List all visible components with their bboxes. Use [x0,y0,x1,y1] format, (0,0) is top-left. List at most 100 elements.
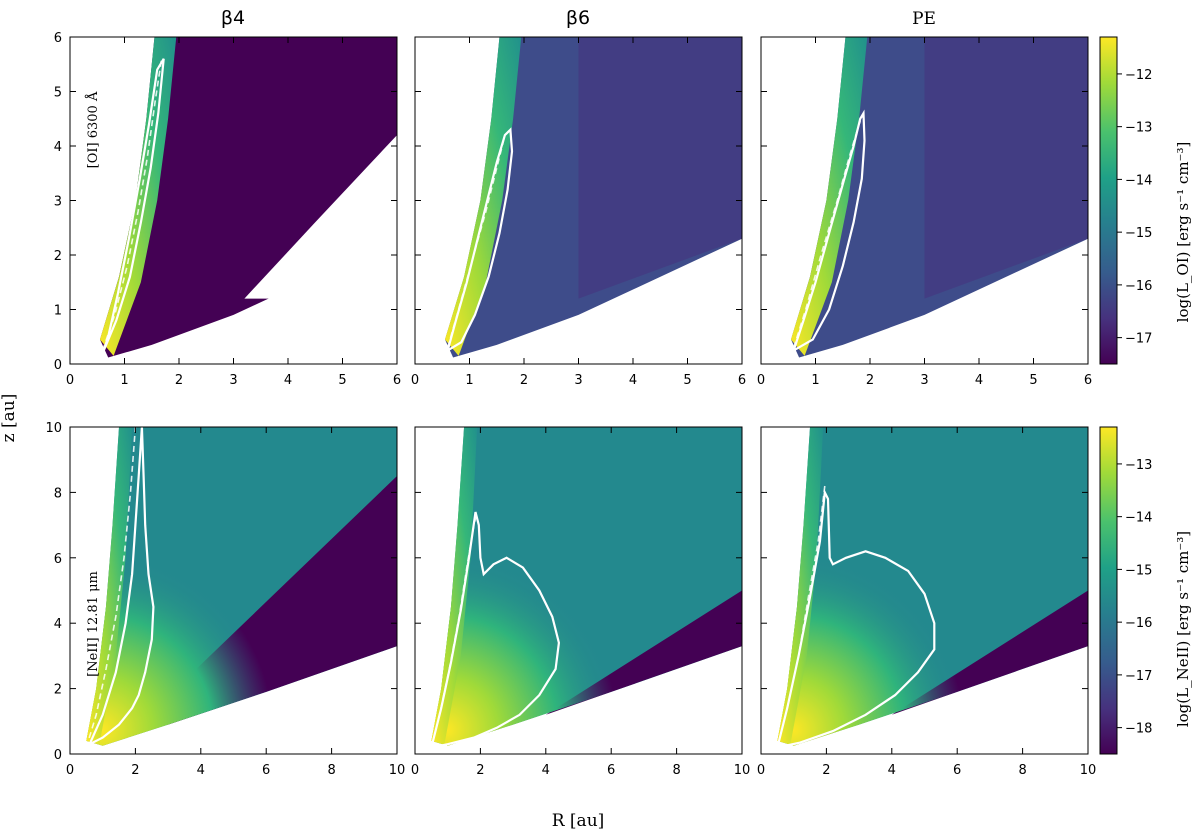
x-tick-label: 4 [542,763,550,778]
x-tick-label: 0 [411,763,419,778]
y-tick-label: 4 [54,140,62,155]
panel-1-0: 0 2 4 6 8 10 0 2 4 6 8 10 [45,421,405,778]
empty-region [244,135,397,299]
bright-band [790,37,868,356]
panel-0-1: 0 1 2 3 4 5 6 [411,36,746,388]
x-tick-label: 0 [411,373,419,388]
x-tick-label: 3 [229,373,237,388]
column-title-2: PE [912,9,936,29]
colorbar-tick-label: −18 [1125,722,1152,737]
panel-frame [414,426,743,755]
colorbar-tick-label: −14 [1125,511,1152,526]
panel-frame [760,426,1089,755]
core-glow [777,427,1088,746]
colorbar-tick-label: −15 [1125,563,1152,578]
y-tick-label: 6 [54,552,62,567]
x-tick-label: 6 [607,763,615,778]
x-tick-label: 0 [66,763,74,778]
y-tick-label: 6 [54,31,62,46]
colorbar-label-0: log(L_OI) [erg s⁻¹ cm⁻³] [1174,142,1192,323]
x-tick-label: 3 [920,373,928,388]
dashed-contour [85,427,137,748]
y-tick-label: 2 [54,249,62,264]
white-contour [792,109,866,352]
colorbar-tick-label: −14 [1125,173,1152,188]
panel-image [444,37,742,358]
x-tick-label: 2 [476,763,484,778]
panel-1-1: 0 2 4 6 8 10 [411,426,751,778]
outer-dim-region [578,37,742,299]
colorbar-tick-label: −15 [1125,226,1152,241]
x-tick-label: 6 [738,373,746,388]
x-tick-label: 2 [175,373,183,388]
x-tick-label: 4 [197,763,205,778]
panel-image [430,427,742,749]
colorbar-tick-label: −13 [1125,121,1152,136]
x-tick-label: 1 [120,373,128,388]
panel-0-2: 0 1 2 3 4 5 6 [757,36,1092,388]
panel-image [790,37,1088,358]
colorbar-tick-label: −16 [1125,616,1152,631]
x-tick-label: 2 [131,763,139,778]
x-tick-label: 8 [1018,763,1026,778]
white-contour [88,427,155,746]
bright-band [86,427,133,745]
dashed-contour [101,58,163,351]
x-tick-label: 6 [1084,373,1092,388]
bright-band [777,427,824,745]
y-tick-label: 5 [54,86,62,101]
colorbar-gradient [1099,36,1118,365]
white-contour [102,58,165,351]
colorbar-1: −13 −14 −15 −16 −17 −18 [1099,426,1152,755]
x-tick-label: 4 [975,373,983,388]
y-tick-label: 3 [54,195,62,210]
colorbar-tick-label: −16 [1125,279,1152,294]
x-tick-label: 5 [683,373,691,388]
x-tick-label: 8 [327,763,335,778]
x-tick-label: 10 [389,763,406,778]
x-tick-label: 3 [574,373,582,388]
outer-dim-region [924,37,1088,299]
white-contour [776,488,936,749]
bright-band [431,427,478,745]
y-tick-label: 4 [54,617,62,632]
x-tick-label: 1 [465,373,473,388]
x-tick-label: 6 [393,373,401,388]
x-tick-label: 5 [338,373,346,388]
x-tick-label: 4 [629,373,637,388]
x-axis-label: R [au] [552,811,605,831]
y-tick-label: 0 [54,748,62,763]
column-title-0: β4 [221,7,245,29]
core-glow [431,427,742,746]
colorbar-tick-label: −12 [1125,68,1152,83]
core-glow [86,427,397,746]
colorbar-gradient [1099,426,1118,755]
y-tick-label: 2 [54,683,62,698]
x-tick-label: 10 [1080,763,1097,778]
x-tick-label: 1 [811,373,819,388]
y-tick-label: 1 [54,304,62,319]
x-tick-label: 0 [757,373,765,388]
y-tick-label: 0 [54,358,62,373]
panel-image [776,427,1088,749]
row-line-label-1: [NeII] 12.81 μm [86,571,101,677]
x-tick-label: 10 [734,763,751,778]
colorbar-tick-label: −13 [1125,458,1152,473]
y-tick-label: 10 [45,421,62,436]
x-tick-label: 8 [672,763,680,778]
colorbar-0: −12 −13 −14 −15 −16 −17 [1099,36,1152,365]
x-tick-label: 2 [866,373,874,388]
panel-image [85,427,397,748]
white-contour [430,511,561,749]
x-tick-label: 6 [262,763,270,778]
colorbar-label-1: log(L_NeII) [erg s⁻¹ cm⁻³] [1174,531,1192,727]
x-tick-label: 4 [284,373,292,388]
white-contour [446,127,514,352]
bright-band [444,37,522,356]
panel-1-2: 0 2 4 6 8 10 [757,426,1097,778]
x-tick-label: 6 [953,763,961,778]
x-tick-label: 2 [520,373,528,388]
x-tick-label: 0 [66,373,74,388]
y-tick-label: 8 [54,486,62,501]
